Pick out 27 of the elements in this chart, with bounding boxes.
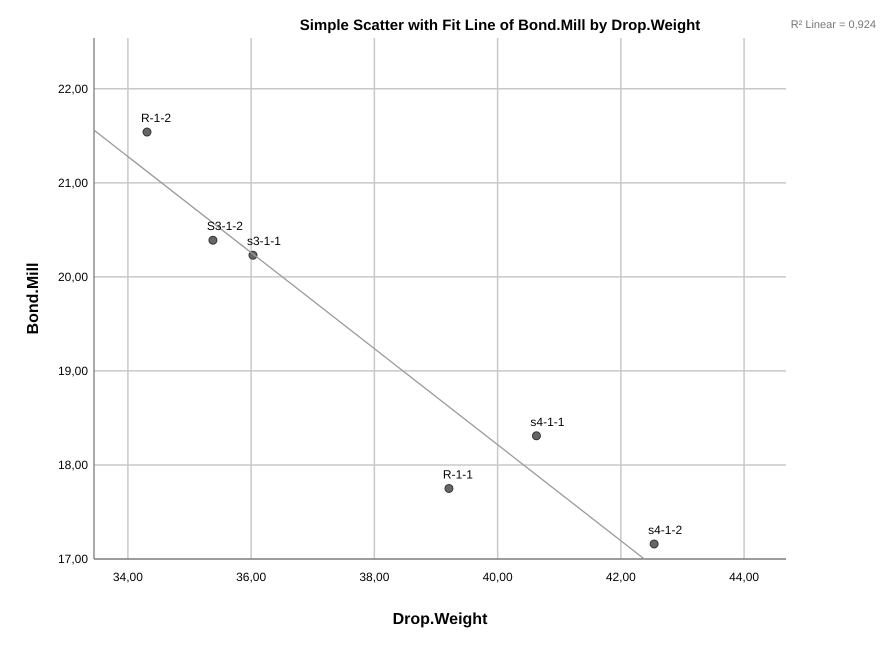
point — [532, 431, 541, 440]
y-tick-label: 21,00 — [58, 176, 88, 190]
y-tick-label: 17,00 — [58, 552, 88, 566]
x-tick-label: 38,00 — [359, 570, 390, 584]
x-tick-label: 42,00 — [606, 570, 636, 584]
annotation: S3-1-2 — [206, 219, 244, 234]
point — [142, 128, 152, 137]
annotation: s4-1-2 — [648, 522, 682, 537]
text: R² Linear = 0,924 — [790, 19, 876, 31]
x-tick-label: 40,00 — [482, 570, 513, 584]
annotation: R-1-2 — [140, 111, 172, 126]
y-tick-label: 22,00 — [58, 82, 88, 96]
annotation: s4-1-1 — [530, 414, 565, 429]
y-axis-title: Bond.Mill — [25, 262, 42, 334]
x-axis-title: Drop.Weight — [392, 611, 488, 628]
annotation: s3-1-1 — [246, 234, 282, 248]
chart-title: Simple Scatter with Fit Line of Bond.Mill by Drop.Weight — [300, 17, 700, 34]
point — [444, 484, 454, 493]
point — [650, 539, 659, 548]
x-tick-label: 44,00 — [729, 570, 760, 584]
annotation: R-1-1 — [442, 467, 474, 482]
point — [208, 236, 218, 245]
y-tick-label: 20,00 — [58, 270, 88, 284]
x-tick-label: 34,00 — [112, 570, 144, 584]
x-tick-label: 36,00 — [236, 570, 266, 584]
y-tick-label: 18,00 — [58, 458, 88, 472]
y-tick-label: 19,00 — [58, 364, 88, 378]
